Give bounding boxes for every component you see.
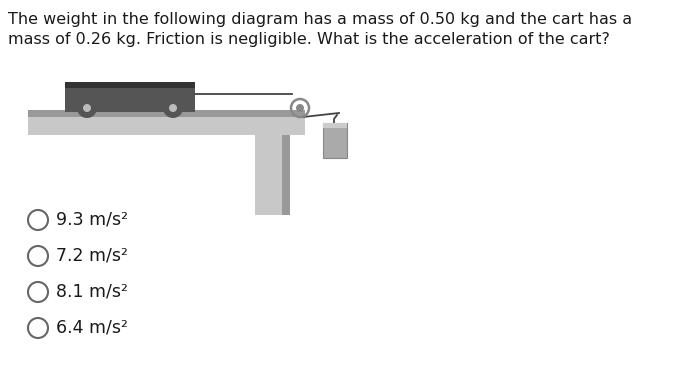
Bar	[282, 135, 290, 215]
Circle shape	[83, 104, 91, 112]
Bar	[323, 123, 347, 128]
Bar	[65, 82, 195, 88]
Bar	[323, 123, 347, 158]
Bar	[28, 110, 305, 117]
Text: 7.2 m/s²: 7.2 m/s²	[56, 247, 128, 265]
Text: 9.3 m/s²: 9.3 m/s²	[56, 211, 128, 229]
Text: The weight in the following diagram has a mass of 0.50 kg and the cart has a: The weight in the following diagram has …	[8, 12, 632, 27]
Bar	[28, 117, 305, 135]
Text: 8.1 m/s²: 8.1 m/s²	[56, 283, 128, 301]
Bar	[255, 135, 290, 215]
Text: mass of 0.26 kg. Friction is negligible. What is the acceleration of the cart?: mass of 0.26 kg. Friction is negligible.…	[8, 32, 610, 47]
Circle shape	[296, 104, 304, 112]
Circle shape	[169, 104, 177, 112]
Circle shape	[77, 98, 97, 118]
Circle shape	[163, 98, 183, 118]
Bar	[65, 82, 195, 112]
Text: 6.4 m/s²: 6.4 m/s²	[56, 319, 128, 337]
